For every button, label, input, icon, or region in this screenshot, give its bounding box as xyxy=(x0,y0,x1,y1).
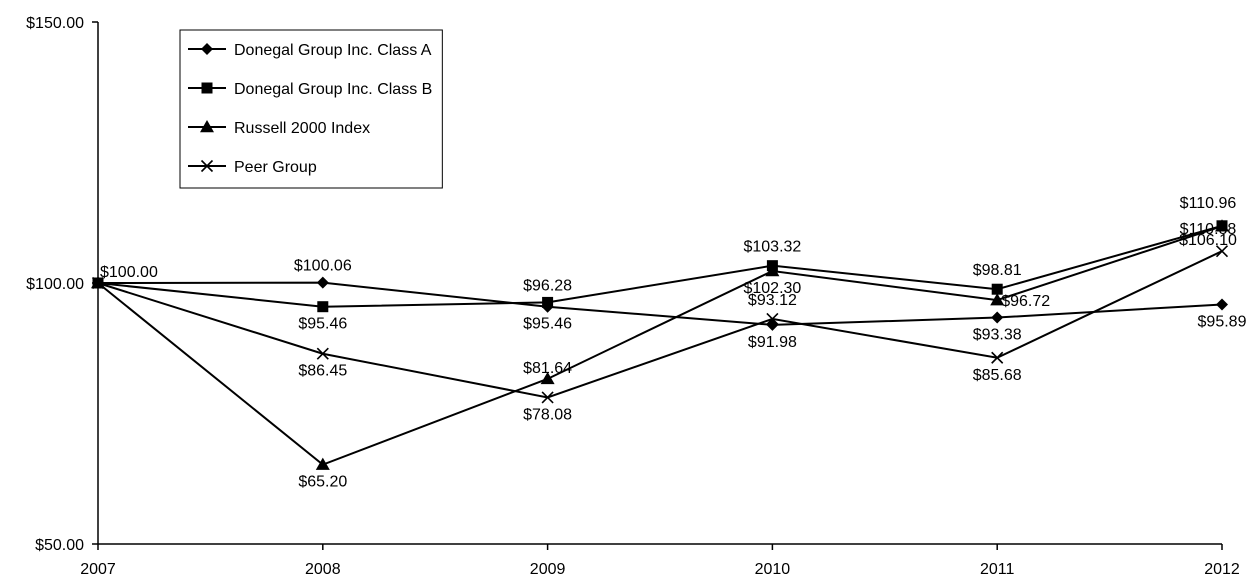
legend-label-0: Donegal Group Inc. Class A xyxy=(234,42,432,59)
series-3-point-marker xyxy=(766,312,779,325)
data-label: $81.64 xyxy=(523,360,572,377)
legend: Donegal Group Inc. Class A Donegal Group … xyxy=(179,29,443,189)
series-line-1 xyxy=(97,224,1223,308)
data-label: $95.89 xyxy=(1198,313,1247,330)
x-tick-label: 2007 xyxy=(80,561,116,578)
legend-label-1: Donegal Group Inc. Class B xyxy=(234,81,432,98)
series-1-point-marker xyxy=(991,283,1003,295)
series-2-point-marker xyxy=(1215,219,1229,232)
x-tick-label: 2011 xyxy=(980,561,1015,578)
legend-marker-1 xyxy=(201,82,213,94)
series-line-2 xyxy=(97,225,1223,466)
data-label: $98.81 xyxy=(973,262,1022,279)
data-label: $102.30 xyxy=(743,280,801,297)
series-0-point-marker xyxy=(1216,298,1228,311)
y-tick-label: $150.00 xyxy=(26,15,84,32)
series-3-point-marker xyxy=(541,391,554,404)
series-markers xyxy=(91,219,1229,470)
series-3-point-marker xyxy=(316,347,329,360)
y-tick-label: $50.00 xyxy=(35,537,84,554)
series-2-point-marker xyxy=(765,263,780,277)
series-1-point-marker xyxy=(317,301,329,313)
x-axis-ticks: 2007 2008 2009 2010 2011 2012 xyxy=(80,544,1240,578)
data-label: $110.88 xyxy=(1180,221,1237,238)
data-label: $100.06 xyxy=(294,258,352,275)
data-label: $103.32 xyxy=(743,239,801,256)
data-label: $65.20 xyxy=(298,474,347,491)
data-label: $93.12 xyxy=(748,292,797,309)
series-0-point-marker xyxy=(991,311,1004,324)
data-label: $91.98 xyxy=(748,334,797,351)
x-tick-label: 2008 xyxy=(305,561,341,578)
data-label: $100.00 xyxy=(100,264,158,281)
series-1-point-marker xyxy=(542,296,554,308)
data-labels: $100.00 $100.06 $95.46 $91.98 $93.38 $95.89 $9… xyxy=(100,195,1247,491)
y-tick-label: $100.00 xyxy=(26,276,84,293)
series-0-point-marker xyxy=(316,276,329,289)
data-label: $85.68 xyxy=(973,367,1022,384)
legend-marker-0 xyxy=(201,43,213,55)
data-label: $93.38 xyxy=(973,327,1022,344)
series-3-point-marker xyxy=(1215,245,1229,258)
x-tick-label: 2012 xyxy=(1204,561,1240,578)
legend-marker-3 xyxy=(200,159,214,173)
data-label: $86.45 xyxy=(298,363,347,380)
legend-box xyxy=(179,29,443,189)
series-2-point-marker xyxy=(540,371,555,385)
legend-marker-2 xyxy=(200,120,214,133)
legend-label-3: Peer Group xyxy=(234,159,317,176)
data-label: $96.28 xyxy=(523,277,572,294)
series-2-point-marker xyxy=(990,293,1005,306)
series-3-point-marker xyxy=(91,276,105,290)
series-line-0 xyxy=(97,281,1223,326)
series-2-point-marker xyxy=(315,457,330,470)
data-label: $95.46 xyxy=(298,316,347,333)
series-lines xyxy=(97,224,1223,466)
series-line-3 xyxy=(97,250,1223,399)
x-tick-label: 2010 xyxy=(755,561,791,578)
data-label: $95.46 xyxy=(523,316,572,333)
data-label: $78.08 xyxy=(523,406,572,423)
data-label: $96.72 xyxy=(1001,293,1050,310)
y-axis-ticks: $50.00 $100.00 $150.00 xyxy=(26,15,98,554)
data-label: $110.96 xyxy=(1180,195,1237,212)
legend-label-2: Russell 2000 Index xyxy=(234,120,370,137)
data-label: $106.10 xyxy=(1179,232,1237,249)
series-3-point-marker xyxy=(991,351,1004,364)
x-tick-label: 2009 xyxy=(530,561,566,578)
